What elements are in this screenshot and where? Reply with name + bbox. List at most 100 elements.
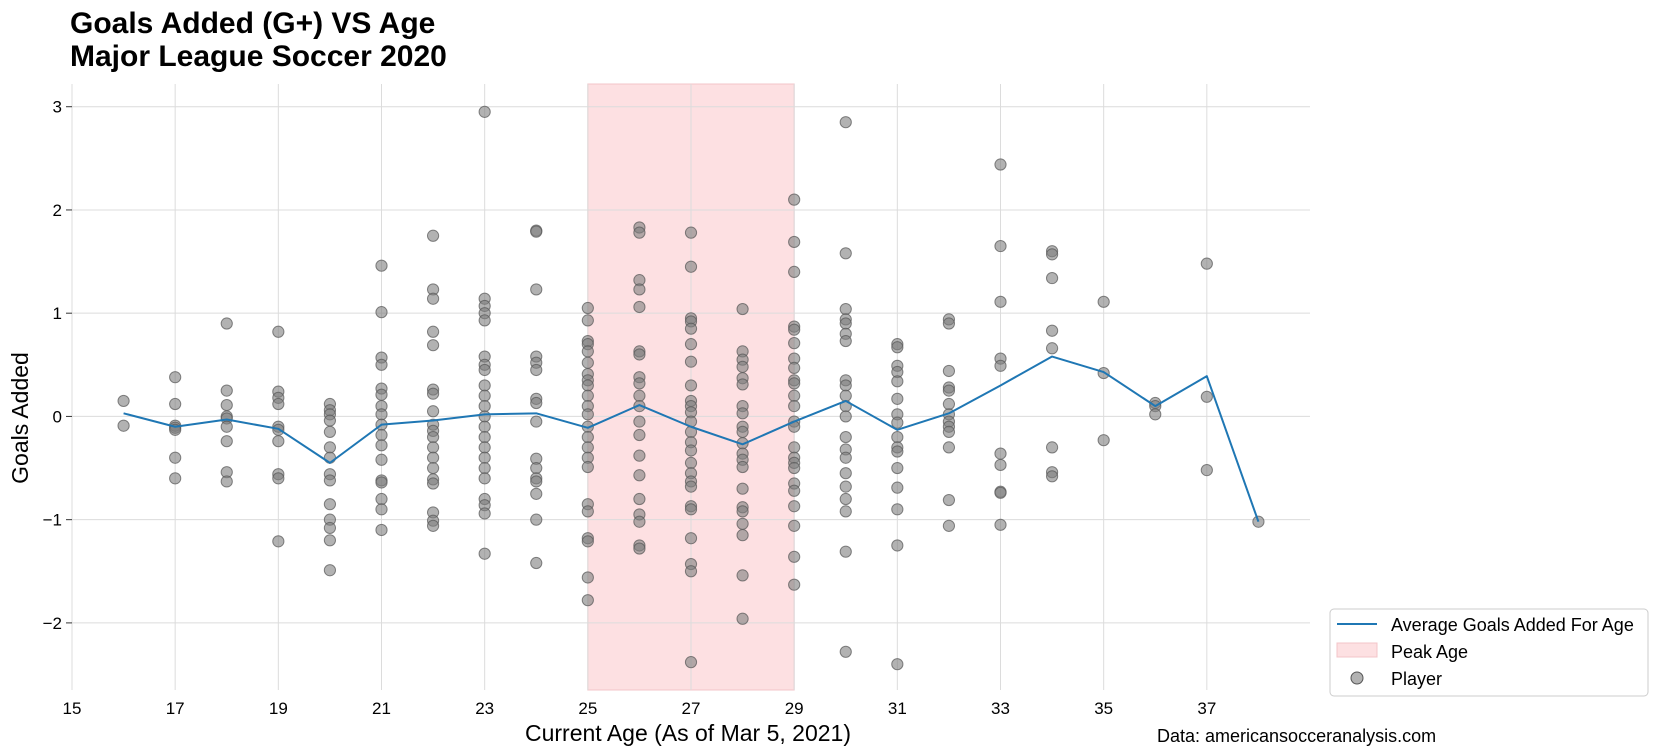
player-point <box>788 265 801 278</box>
player-point <box>839 492 852 506</box>
player-point <box>1045 441 1059 454</box>
player-point <box>1097 434 1110 447</box>
player-point <box>581 430 594 444</box>
player-point <box>788 399 801 413</box>
player-point <box>530 475 543 488</box>
player-point <box>117 394 130 408</box>
player-point <box>530 396 543 410</box>
player-point <box>633 492 646 506</box>
player-point <box>375 388 388 401</box>
player-point <box>478 420 491 433</box>
player-point <box>375 492 388 506</box>
x-axis-label: Current Age (As of Mar 5, 2021) <box>525 720 851 746</box>
player-point <box>788 323 801 336</box>
player-point <box>530 415 543 428</box>
player-point <box>169 472 182 485</box>
player-point <box>581 389 594 402</box>
player-point <box>1045 248 1059 261</box>
player-point <box>530 283 543 296</box>
player-point <box>633 515 646 528</box>
player-point <box>736 517 749 530</box>
player-point <box>994 359 1007 372</box>
player-point <box>891 539 904 552</box>
player-point <box>788 337 801 350</box>
player-point <box>788 441 801 454</box>
player-point <box>375 476 388 489</box>
player-point <box>478 410 491 423</box>
player-point <box>323 498 337 511</box>
player-point <box>736 378 749 391</box>
player-point <box>375 453 388 466</box>
player-point <box>839 410 852 423</box>
grid-layer <box>71 84 1310 690</box>
player-point <box>788 235 801 249</box>
player-point <box>736 425 749 439</box>
player-point <box>839 247 852 260</box>
player-point <box>426 430 440 444</box>
player-point <box>684 355 698 368</box>
player-point <box>478 389 491 402</box>
player-point <box>169 451 182 464</box>
player-point <box>633 300 646 314</box>
player-point <box>839 302 852 316</box>
player-point <box>426 451 440 464</box>
average-line-layer <box>123 355 1260 523</box>
player-point <box>581 345 594 358</box>
player-point <box>1045 271 1059 285</box>
player-point <box>220 384 233 397</box>
player-point <box>891 416 904 429</box>
player-point <box>788 578 801 591</box>
player-point <box>994 458 1007 472</box>
player-point <box>942 425 956 439</box>
x-tick-label: 29 <box>785 699 804 718</box>
player-point <box>684 456 698 469</box>
chart-title-line-1: Goals Added (G+) VS Age <box>70 7 435 40</box>
player-point <box>478 461 491 475</box>
player-point <box>581 356 594 369</box>
player-point <box>839 645 852 658</box>
player-point <box>581 408 594 421</box>
player-point <box>426 461 440 475</box>
legend-player-swatch <box>1350 671 1364 685</box>
player-point <box>1045 342 1059 355</box>
player-point <box>684 565 698 578</box>
player-point <box>426 519 440 532</box>
legend-frame <box>1329 608 1649 697</box>
player-point <box>323 564 337 577</box>
player-point <box>994 158 1007 171</box>
y-tick-label: 0 <box>53 407 62 426</box>
player-point <box>220 435 233 448</box>
player-point <box>633 226 646 239</box>
player-point <box>891 461 904 475</box>
player-point <box>426 441 440 454</box>
player-point <box>633 377 646 390</box>
player-point <box>478 507 491 520</box>
player-point <box>633 389 646 402</box>
player-point <box>426 387 440 400</box>
player-point <box>633 428 646 442</box>
player-point <box>994 518 1007 531</box>
y-axis-ticks: −2 −1 0 1 2 3 <box>43 98 72 633</box>
player-point <box>581 301 594 315</box>
player-point <box>375 408 388 421</box>
player-point <box>169 371 182 384</box>
y-tick-label: −1 <box>43 511 62 530</box>
player-point <box>684 532 698 545</box>
player-point <box>839 334 852 348</box>
player-point <box>581 571 594 584</box>
player-point <box>530 363 543 377</box>
player-point <box>788 389 801 402</box>
y-tick-label: 1 <box>53 304 62 323</box>
player-point <box>942 364 956 378</box>
player-point <box>736 482 749 495</box>
player-point <box>323 425 337 439</box>
x-tick-label: 25 <box>578 699 597 718</box>
plot-area <box>71 83 1310 691</box>
player-point <box>994 239 1007 253</box>
player-point <box>272 472 285 485</box>
player-point <box>478 472 491 485</box>
player-point <box>581 535 594 548</box>
player-point <box>220 475 233 488</box>
player-point <box>530 225 543 238</box>
player-point <box>478 314 491 327</box>
